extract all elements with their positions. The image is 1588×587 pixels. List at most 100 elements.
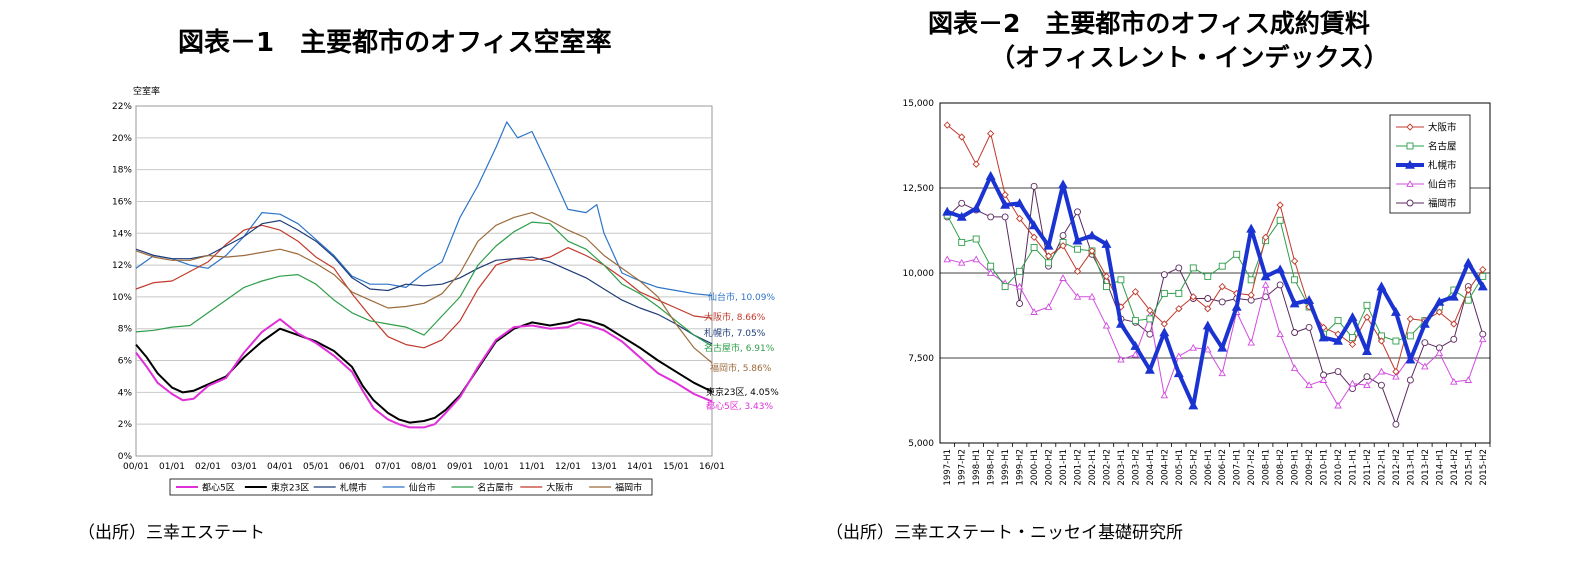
right-marker (1016, 267, 1024, 275)
right-marker (1392, 420, 1400, 428)
right-marker (1305, 381, 1313, 389)
right-marker (1146, 315, 1154, 323)
right-marker (1479, 265, 1487, 274)
left-xtick-label: 01/01 (159, 462, 185, 472)
right-marker (1464, 286, 1472, 294)
right-marker (1043, 240, 1054, 250)
right-marker (1059, 242, 1067, 250)
right-xtick-label: 2002-H2 (1102, 449, 1112, 486)
right-series-markers (943, 121, 1487, 376)
right-marker (1318, 332, 1329, 342)
right-marker (1406, 315, 1415, 323)
left-end-label: 東京23区, 4.05% (706, 386, 779, 398)
right-series-markers (943, 255, 1487, 409)
right-marker (1349, 334, 1356, 342)
right-marker (1247, 291, 1255, 299)
right-chart-subtitle: （オフィスレント・インデックス） (990, 43, 1389, 72)
right-marker (1030, 244, 1038, 251)
left-xtick-label: 16/01 (699, 462, 725, 472)
right-xtick-label: 2012-H1 (1377, 449, 1387, 486)
right-marker (1421, 339, 1429, 347)
right-marker (943, 121, 951, 129)
right-marker (1015, 282, 1024, 290)
right-marker (1087, 230, 1097, 240)
right-marker (1392, 372, 1400, 380)
right-marker (1305, 323, 1313, 331)
right-marker (1130, 340, 1141, 350)
right-marker (1101, 238, 1112, 248)
right-series-line (946, 185, 1484, 425)
left-end-label: 名古屋市, 6.91% (704, 342, 775, 354)
right-marker (1160, 289, 1168, 297)
left-xtick-label: 13/01 (591, 462, 617, 472)
right-series-markers (942, 170, 1488, 410)
right-marker (958, 133, 966, 141)
left-xtick-label: 14/01 (627, 462, 653, 472)
right-xtick-label: 1998-H2 (987, 449, 997, 486)
right-marker (1406, 199, 1414, 207)
right-marker (1146, 306, 1154, 315)
right-legend-label: 仙台市 (1428, 179, 1457, 191)
right-marker (1073, 267, 1082, 275)
right-marker (1074, 245, 1081, 253)
right-marker (1044, 252, 1053, 260)
left-xtick-label: 06/01 (339, 462, 365, 472)
right-marker (1276, 281, 1284, 289)
right-marker (1421, 362, 1429, 370)
right-ytick-label: 5,000 (908, 439, 934, 449)
left-series-line (135, 318, 713, 429)
right-marker (1463, 257, 1474, 267)
left-ylabel: 空室率 (133, 85, 160, 97)
right-marker (1377, 337, 1386, 345)
right-marker (1131, 317, 1139, 325)
right-marker (1390, 306, 1401, 316)
right-marker (1304, 295, 1315, 305)
left-end-label: 仙台市, 10.09% (708, 291, 775, 303)
left-xtick-label: 02/01 (195, 462, 221, 472)
right-marker (972, 235, 980, 243)
right-marker (1175, 264, 1183, 272)
right-marker (1058, 179, 1068, 189)
left-legend-label: 仙台市 (409, 482, 436, 494)
right-marker (943, 255, 952, 263)
right-marker (1000, 199, 1011, 209)
left-end-label: 大阪市, 8.66% (704, 311, 766, 323)
right-marker (1406, 376, 1414, 384)
right-marker (1001, 283, 1009, 291)
right-marker (1363, 373, 1371, 381)
right-xtick-label: 2014-H2 (1450, 449, 1460, 486)
right-legend-label: 大阪市 (1428, 122, 1457, 134)
right-xtick-label: 2010-H1 (1320, 449, 1330, 486)
right-marker (1218, 298, 1226, 306)
right-marker (1392, 337, 1400, 345)
left-ytick-label: 14% (112, 229, 132, 239)
right-marker (1247, 338, 1255, 346)
right-marker (1334, 317, 1342, 325)
left-series-line (135, 221, 713, 347)
right-marker (1059, 274, 1067, 281)
right-marker (1276, 216, 1284, 224)
right-marker (1392, 367, 1400, 376)
right-marker (1189, 293, 1197, 301)
right-marker (1160, 320, 1168, 328)
right-marker (1160, 271, 1168, 279)
left-xtick-label: 09/01 (447, 462, 473, 472)
right-marker (1073, 292, 1082, 300)
left-xtick-label: 00/01 (123, 462, 149, 472)
right-marker (1218, 369, 1227, 377)
right-marker (1276, 201, 1284, 209)
right-xtick-label: 1997-H2 (958, 449, 968, 486)
left-legend-label: 札幌市 (340, 482, 367, 494)
right-xtick-label: 2000-H2 (1045, 449, 1055, 486)
right-xtick-label: 2004-H2 (1160, 449, 1170, 486)
right-marker (972, 255, 980, 263)
right-marker (1014, 198, 1025, 208)
right-marker (1175, 289, 1183, 297)
left-ytick-label: 6% (118, 357, 133, 367)
left-ytick-label: 4% (118, 388, 133, 398)
right-marker (1102, 283, 1110, 291)
right-marker (1377, 381, 1385, 389)
left-ytick-label: 0% (118, 452, 133, 462)
right-marker (1478, 335, 1487, 343)
right-marker (986, 269, 995, 276)
